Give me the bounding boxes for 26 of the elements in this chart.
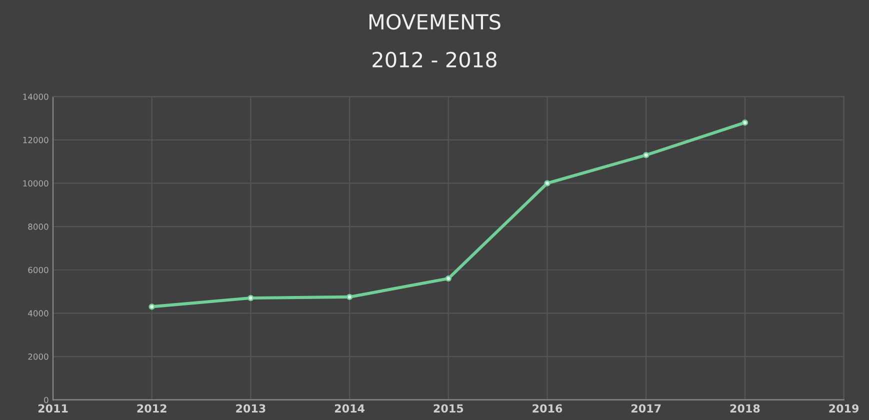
y-tick-label: 10000: [23, 180, 48, 187]
x-tick-label: 2018: [730, 404, 760, 413]
x-tick-label: 2016: [532, 404, 562, 413]
point: [445, 275, 452, 282]
x-tick-label: 2011: [38, 404, 68, 413]
x-tick-label: 2017: [632, 404, 661, 413]
x-tick-label: 2012: [137, 404, 166, 413]
y-tick-label: 14000: [23, 94, 48, 100]
y-tick-label: 4000: [28, 310, 48, 316]
point: [346, 294, 353, 300]
point: [148, 304, 155, 310]
y-tick-label: 12000: [23, 136, 48, 144]
x-tick-label: 2014: [334, 404, 365, 413]
point: [544, 180, 550, 186]
chart-title: MOVEMENTS: [369, 14, 500, 30]
point: [642, 152, 650, 158]
point: [248, 294, 254, 302]
y-tick-label: 0: [44, 396, 48, 404]
x-tick-label: 2015: [434, 404, 464, 413]
x-tick-label: 2013: [236, 404, 266, 413]
y-tick-label: 2000: [28, 354, 48, 360]
chart-subtitle: 2012 - 2018: [372, 52, 496, 68]
x-tick-label: 2019: [829, 404, 859, 413]
y-tick-label: 6000: [28, 266, 48, 274]
point: [742, 119, 748, 126]
y-tick-label: 8000: [28, 224, 48, 230]
